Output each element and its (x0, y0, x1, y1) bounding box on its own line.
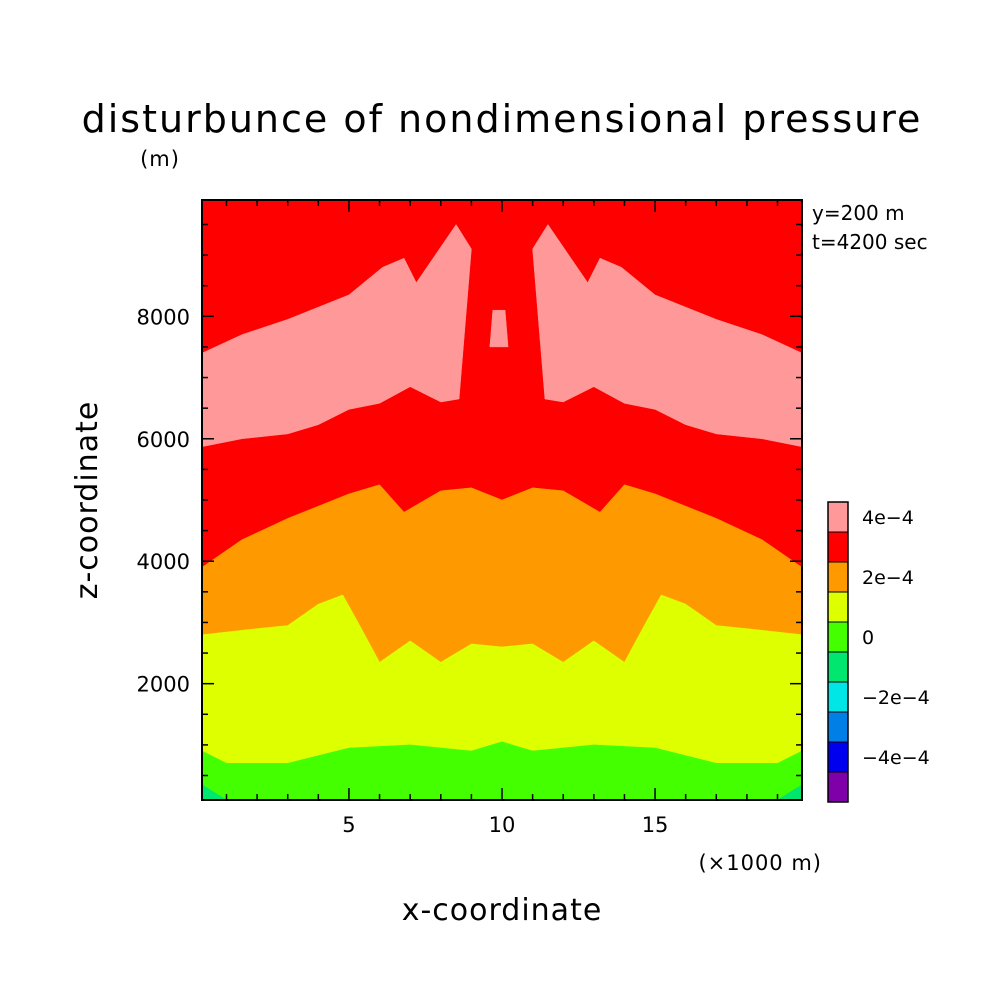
y-tick-label: 4000 (137, 550, 190, 574)
y-tick-label: 2000 (137, 673, 190, 697)
pink-upper-band-right-region (532, 224, 802, 447)
colorbar-swatch (828, 742, 848, 772)
colorbar-swatch (828, 592, 848, 622)
annotation-t: t=4200 sec (812, 230, 928, 254)
colorbar-swatch (828, 622, 848, 652)
y-tick-label: 6000 (137, 428, 190, 452)
teal-corner-right-region (777, 784, 802, 800)
plot-area: 5 10 15 2000 4000 6000 8000 (137, 199, 803, 837)
colorbar-swatch (828, 772, 848, 802)
colorbar-label: 0 (862, 627, 874, 649)
green-band-region (202, 741, 802, 800)
x-tick-label: 10 (489, 813, 516, 837)
pink-upper-band-region (202, 224, 472, 447)
colorbar-label: 2e−4 (862, 567, 914, 589)
colorbar-swatch (828, 502, 848, 532)
chart-title: disturbunce of nondimensional pressure (82, 97, 923, 141)
x-unit-label: (×1000 m) (698, 851, 822, 875)
colorbar-swatch (828, 652, 848, 682)
colorbar-swatch (828, 712, 848, 742)
x-axis-label: x-coordinate (402, 893, 603, 928)
teal-corner-left-region (202, 784, 227, 800)
colorbar-label: 4e−4 (862, 507, 914, 529)
x-tick-label: 15 (642, 813, 669, 837)
colorbar-swatch (828, 562, 848, 592)
colorbar-swatch (828, 532, 848, 562)
colorbar-frame (827, 501, 849, 803)
pink-center-blob-region (489, 309, 509, 348)
colorbar-label: −2e−4 (862, 687, 930, 709)
annotation-y: y=200 m (812, 201, 905, 225)
y-tick-label: 8000 (137, 305, 190, 329)
y-axis-label: z-coordinate (70, 401, 105, 600)
colorbar: 4e−4 2e−4 0 −2e−4 −4e−4 (827, 501, 930, 803)
colorbar-swatch (828, 682, 848, 712)
y-unit-label: (m) (140, 147, 180, 171)
colorbar-label: −4e−4 (862, 747, 930, 769)
x-tick-label: 5 (342, 813, 355, 837)
